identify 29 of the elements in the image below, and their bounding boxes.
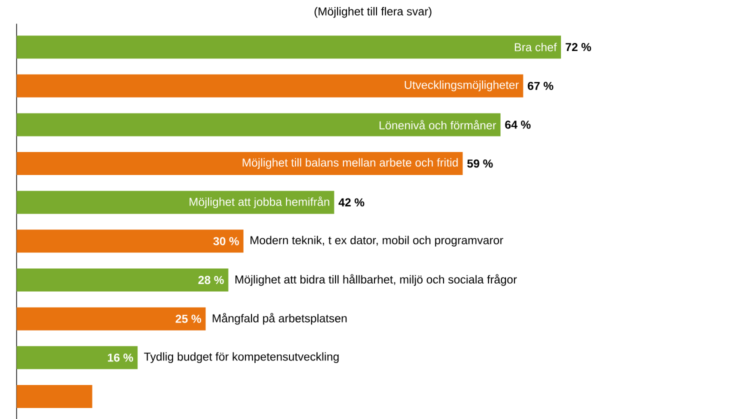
bar [16, 268, 228, 292]
data-label: 67 % [528, 82, 554, 90]
y-tick-label: Tydlig budget för kompetensutveckling [144, 352, 339, 364]
data-label: 59 % [467, 159, 493, 168]
data-label: 28 % [198, 276, 224, 284]
bar [16, 152, 463, 176]
y-tick-label: Möjlighet att jobba hemifrån [190, 196, 330, 208]
data-label: 72 % [566, 43, 592, 52]
bar [16, 113, 501, 136]
data-label: 25 % [176, 314, 202, 323]
y-tick-label: Bra chef [514, 42, 557, 52]
bar [16, 36, 561, 59]
data-label: 16 % [108, 354, 134, 362]
bar [16, 307, 206, 330]
bar [16, 384, 92, 408]
y-tick-label: Möjlighet att bidra till hållbarhet, miljö och sociala frågor [235, 274, 517, 286]
y-tick-label: Möjlighet till balans mellan arbete och fritid [242, 158, 458, 169]
y-tick-label: Lönenivå och förmåner [380, 120, 496, 130]
y-tick-label: Mångfald på arbetsplatsen [212, 313, 347, 325]
bar [16, 74, 524, 98]
bar [16, 346, 138, 370]
bar [16, 190, 334, 214]
chart-subtitle: (Möjlighet till flera svar) [314, 7, 432, 18]
data-label: 30 % [213, 237, 239, 246]
data-label: 42 % [338, 198, 364, 206]
y-tick-label: Modern teknik, t ex dator, mobil och programvaror [250, 236, 504, 247]
y-tick-label: Utvecklingsmöjligheter [404, 80, 519, 92]
data-label: 64 % [505, 120, 531, 129]
bar [16, 230, 244, 253]
